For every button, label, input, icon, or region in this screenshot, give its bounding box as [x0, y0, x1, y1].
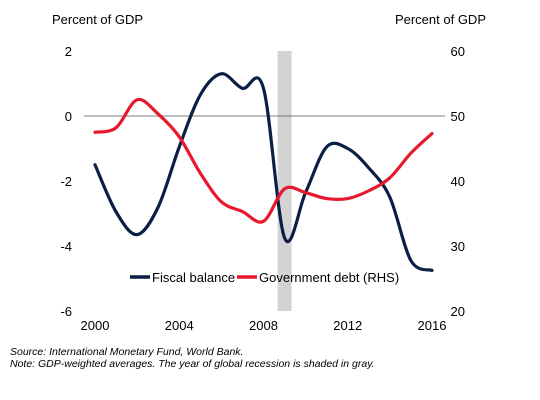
x-tick-label: 2004	[165, 318, 194, 333]
left-axis-label: Percent of GDP	[52, 12, 143, 27]
x-axis-ticks: 2000 2004 2008 2012 2016	[81, 318, 447, 333]
x-tick-label: 2000	[81, 318, 110, 333]
series-layer	[93, 72, 434, 272]
left-tick-label: 0	[65, 109, 72, 124]
series-line-government-debt-rhs	[93, 97, 434, 224]
x-tick-label: 2016	[418, 318, 447, 333]
legend-label-fiscal-balance: Fiscal balance	[152, 270, 235, 285]
legend: Fiscal balance Government debt (RHS)	[130, 270, 399, 285]
x-tick-label: 2008	[249, 318, 278, 333]
legend-label-government-debt: Government debt (RHS)	[259, 270, 399, 285]
right-tick-label: 50	[451, 109, 465, 124]
series-line-fiscal-balance	[93, 72, 434, 272]
left-tick-label: 2	[65, 44, 72, 59]
right-tick-label: 20	[451, 304, 465, 319]
x-tick-label: 2012	[333, 318, 362, 333]
left-tick-label: -2	[60, 174, 72, 189]
left-tick-label: -4	[60, 239, 72, 254]
right-axis-ticks: 60 50 40 30 20	[451, 44, 465, 319]
left-axis-ticks: 2 0 -2 -4 -6	[60, 44, 72, 319]
right-tick-label: 30	[451, 239, 465, 254]
footnote: Note: GDP-weighted averages. The year of…	[10, 358, 375, 370]
source-note: Source: International Monetary Fund, Wor…	[10, 346, 244, 358]
right-tick-label: 60	[451, 44, 465, 59]
right-axis-label: Percent of GDP	[395, 12, 486, 27]
right-tick-label: 40	[451, 174, 465, 189]
left-tick-label: -6	[60, 304, 72, 319]
